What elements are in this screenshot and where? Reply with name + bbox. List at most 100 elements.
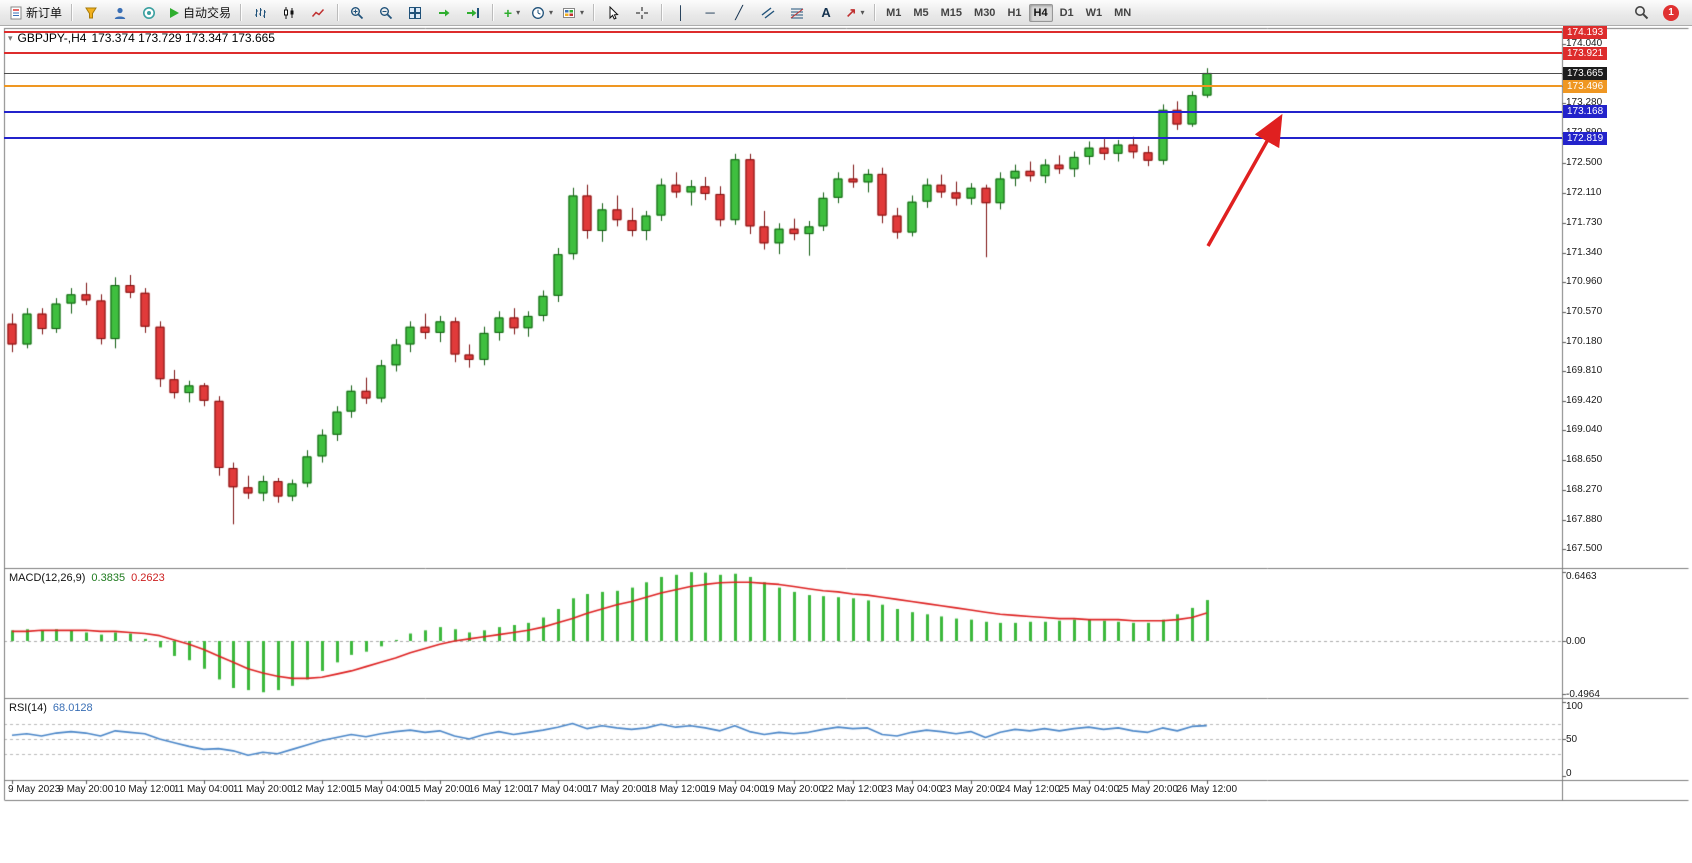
crosshair-icon [636,6,649,19]
chart-shift-button[interactable] [459,2,487,24]
macd-indicator-label-row: MACD(12,26,9) 0.3835 0.2623 [9,572,165,584]
toolbar-separator [492,4,494,21]
time-axis-label: 15 May 20:00 [409,784,471,795]
search-button[interactable] [1627,2,1655,24]
time-axis-label: 17 May 04:00 [527,784,589,795]
timeframe-button-m1[interactable]: M1 [886,6,902,19]
price-axis-label: 173.280 [1566,96,1603,108]
timeframe-button-d1[interactable]: D1 [1059,6,1074,19]
timeframe-button-w1[interactable]: W1 [1085,6,1103,19]
time-axis-label: 19 May 20:00 [763,784,825,795]
quick-trade-collapse-icon[interactable]: ▾ [8,32,13,43]
time-axis-label: 25 May 20:00 [1117,784,1179,795]
chevron-down-icon: ▾ [516,8,521,17]
cursor-tool-button[interactable] [599,2,627,24]
price-tag: 173.168 [1563,105,1608,119]
timeframe-button-m15[interactable]: M15 [940,6,963,19]
time-axis-label: 22 May 12:00 [822,784,884,795]
channel-icon [761,6,775,19]
rsi-value: 68.0128 [52,702,93,714]
line-chart-button[interactable] [304,2,332,24]
candlestick-chart-button[interactable] [275,2,303,24]
line-chart-icon [311,8,325,17]
price-axis-label: 168.650 [1566,454,1603,466]
macd-axis-label: -0.4964 [1566,689,1600,700]
chevron-down-icon: ▾ [860,8,865,17]
price-axis-label: 172.500 [1566,157,1603,169]
community-icon [143,6,156,19]
vertical-line-tool-button[interactable]: │ [667,2,695,24]
macd-label: MACD(12,26,9) [9,572,86,584]
fibonacci-tool-button[interactable] [783,2,811,24]
zoom-in-button[interactable] [343,2,371,24]
timeframe-button-m30[interactable]: M30 [974,6,996,19]
price-tag: 173.921 [1563,46,1608,60]
tile-windows-button[interactable] [401,2,429,24]
bar-chart-icon [255,7,267,18]
profile-button[interactable] [106,2,134,24]
current-price-line[interactable] [4,72,1562,74]
blue-level-line-2[interactable] [4,137,1562,140]
time-axis-label: 9 May 2023 [8,784,61,795]
rsi-label: RSI(14) [9,702,47,714]
macd-axis-label: 0.6463 [1566,571,1597,582]
time-axis-label: 19 May 04:00 [704,784,766,795]
timeframe-button-mn[interactable]: MN [1114,6,1132,19]
metaeditor-button[interactable] [77,2,105,24]
channel-tool-button[interactable] [754,2,782,24]
zoom-out-icon [380,6,393,19]
time-axis-label: 11 May 04:00 [173,784,234,795]
horizontal-line-tool-button[interactable]: ─ [696,2,724,24]
templates-icon [563,7,576,18]
toolbar: 新订单 自动交易 + ▾ ▾ ▾ │ ─ ╱ A ↗ ▾ [0,0,1692,26]
time-axis-label: 25 May 04:00 [1058,784,1120,795]
macd-axis-label: 0.00 [1566,636,1586,647]
text-tool-button[interactable]: A [812,2,840,24]
periods-button[interactable]: ▾ [527,2,557,24]
toolbar-separator [337,4,339,21]
new-order-label: 新订单 [26,6,63,20]
price-axis-label: 169.040 [1566,424,1603,436]
toolbar-separator [71,4,73,21]
timeframe-button-m5[interactable]: M5 [913,6,929,19]
resistance-line-1[interactable] [4,31,1562,34]
trendline-tool-button[interactable]: ╱ [725,2,753,24]
time-axis-label: 16 May 12:00 [468,784,530,795]
new-order-icon [10,6,22,19]
templates-button[interactable]: ▾ [558,2,588,24]
bar-chart-button[interactable] [246,2,274,24]
timeframe-button-h4[interactable]: H4 [1028,3,1053,22]
auto-scroll-button[interactable] [430,2,458,24]
chart-shift-icon [467,7,480,18]
community-button[interactable] [135,2,163,24]
resistance-line-2[interactable] [4,52,1562,55]
toolbar-separator [593,4,595,21]
person-icon [114,7,126,19]
rsi-axis-label: 0 [1566,768,1572,779]
arrows-tool-button[interactable]: ↗ ▾ [841,2,869,24]
chevron-down-icon: ▾ [580,8,585,17]
tile-windows-icon [409,6,422,19]
crosshair-tool-button[interactable] [628,2,656,24]
blue-level-line-1[interactable] [4,110,1562,113]
price-axis-label: 171.340 [1566,246,1603,258]
timeframe-button-h1[interactable]: H1 [1007,6,1022,19]
price-axis-label: 170.960 [1566,275,1603,287]
chart-symbol-period: GBPJPY-,H4 [17,31,87,45]
autotrading-button[interactable]: 自动交易 [164,2,235,24]
toolbar-right-group: 1 [1627,2,1687,24]
notification-badge[interactable]: 1 [1663,4,1679,21]
fibonacci-icon [790,8,804,18]
zoom-out-button[interactable] [372,2,400,24]
rsi-axis-label: 50 [1566,734,1578,745]
indicators-button[interactable]: + ▾ [498,2,526,24]
orange-level-line[interactable] [4,85,1562,88]
new-order-button[interactable]: 新订单 [5,2,66,24]
time-axis-label: 26 May 12:00 [1176,784,1238,795]
time-axis-label: 11 May 20:00 [232,784,293,795]
time-axis-label: 15 May 04:00 [350,784,412,795]
